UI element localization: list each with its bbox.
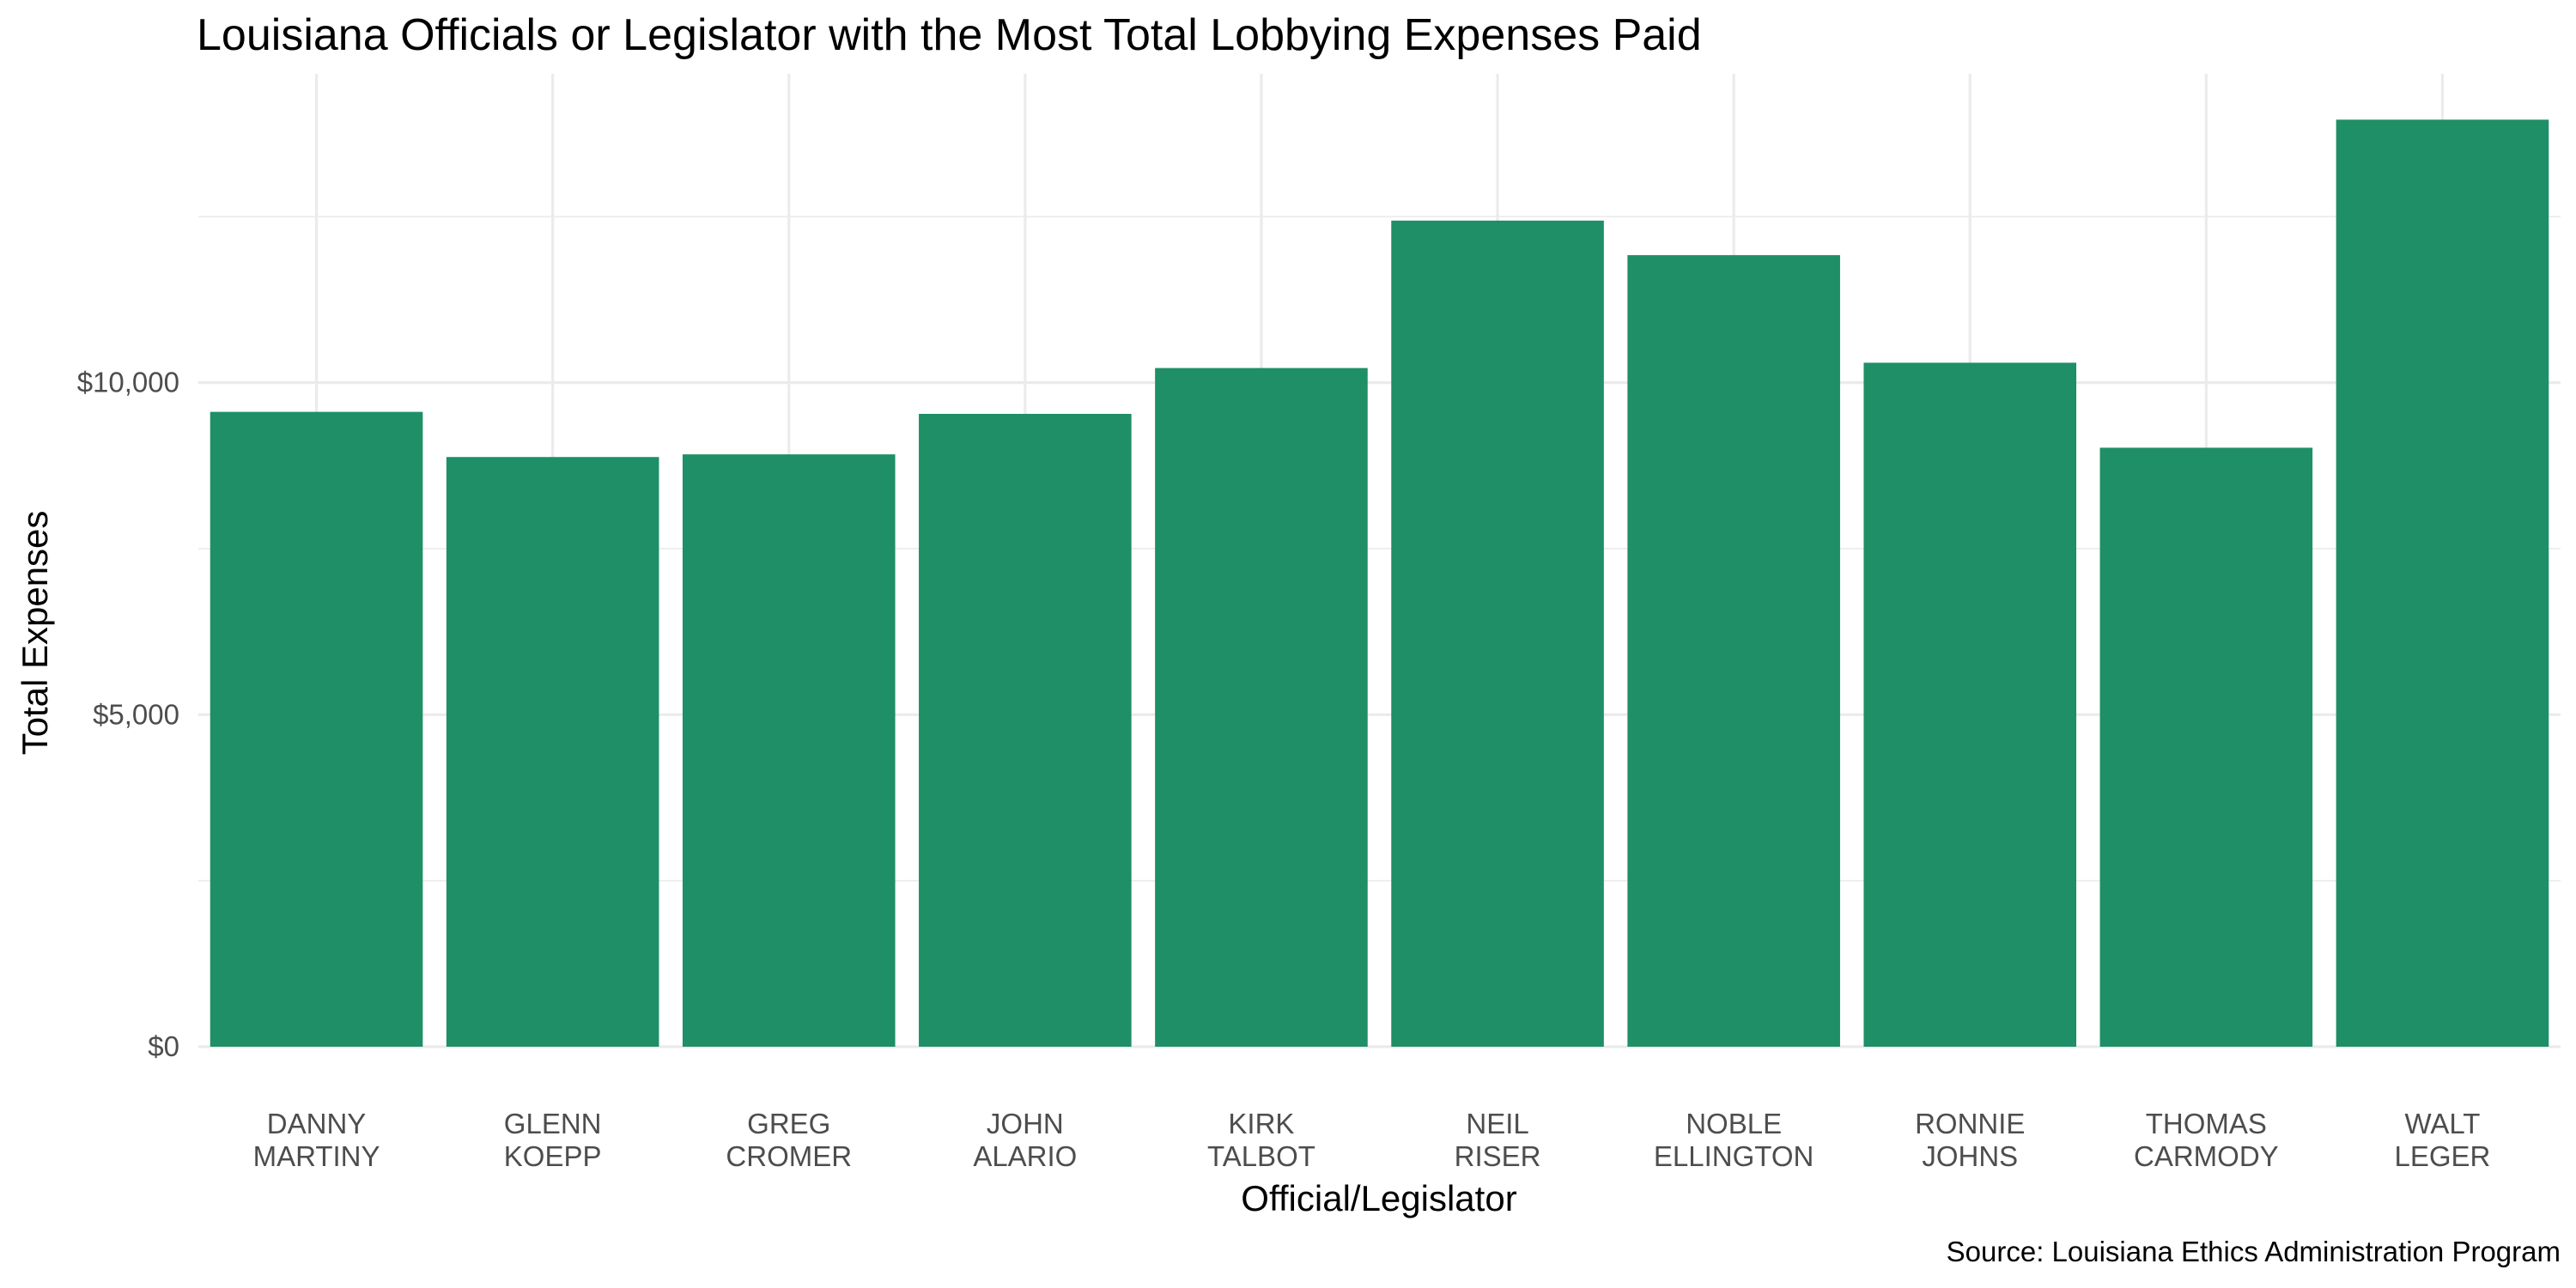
x-tick-label: WALT LEGER bbox=[2395, 1108, 2491, 1172]
y-axis-title: Total Expenses bbox=[15, 511, 55, 756]
y-tick-label: $5,000 bbox=[93, 698, 179, 730]
x-tick-label: RONNIE JOHNS bbox=[1915, 1108, 2025, 1172]
bar bbox=[210, 411, 423, 1047]
x-tick-label: DANNY MARTINY bbox=[253, 1108, 380, 1172]
bars bbox=[210, 119, 2549, 1047]
x-tick-label: THOMAS CARMODY bbox=[2134, 1108, 2279, 1172]
bar bbox=[2099, 447, 2313, 1047]
x-tick-label: GREG CROMER bbox=[726, 1108, 852, 1172]
x-axis-title: Official/Legislator bbox=[1241, 1178, 1516, 1218]
chart-title: Louisiana Officials or Legislator with t… bbox=[197, 10, 1702, 60]
x-tick-label: GLENN KOEPP bbox=[504, 1108, 602, 1172]
bar bbox=[2336, 119, 2549, 1047]
bar bbox=[919, 413, 1132, 1047]
bar bbox=[1863, 362, 2077, 1047]
bar bbox=[1155, 368, 1368, 1047]
x-tick-labels: DANNY MARTINY GLENN KOEPP GREG CROMER JOHN ALAR… bbox=[253, 1108, 2491, 1172]
y-tick-labels: $0 $5,000 $10,000 bbox=[77, 367, 179, 1062]
bar bbox=[682, 454, 896, 1047]
source-caption: Source: Louisiana Ethics Administration … bbox=[1947, 1236, 2561, 1267]
x-tick-label: KIRK TALBOT bbox=[1207, 1108, 1315, 1172]
x-tick-label: NEIL RISER bbox=[1455, 1108, 1541, 1172]
y-tick-label: $10,000 bbox=[77, 367, 179, 398]
bar bbox=[1391, 220, 1604, 1047]
x-tick-label: NOBLE ELLINGTON bbox=[1654, 1108, 1814, 1172]
y-tick-label: $0 bbox=[148, 1030, 179, 1062]
bar bbox=[446, 457, 659, 1047]
x-tick-label: JOHN ALARIO bbox=[973, 1108, 1077, 1172]
bar bbox=[1627, 255, 1840, 1047]
